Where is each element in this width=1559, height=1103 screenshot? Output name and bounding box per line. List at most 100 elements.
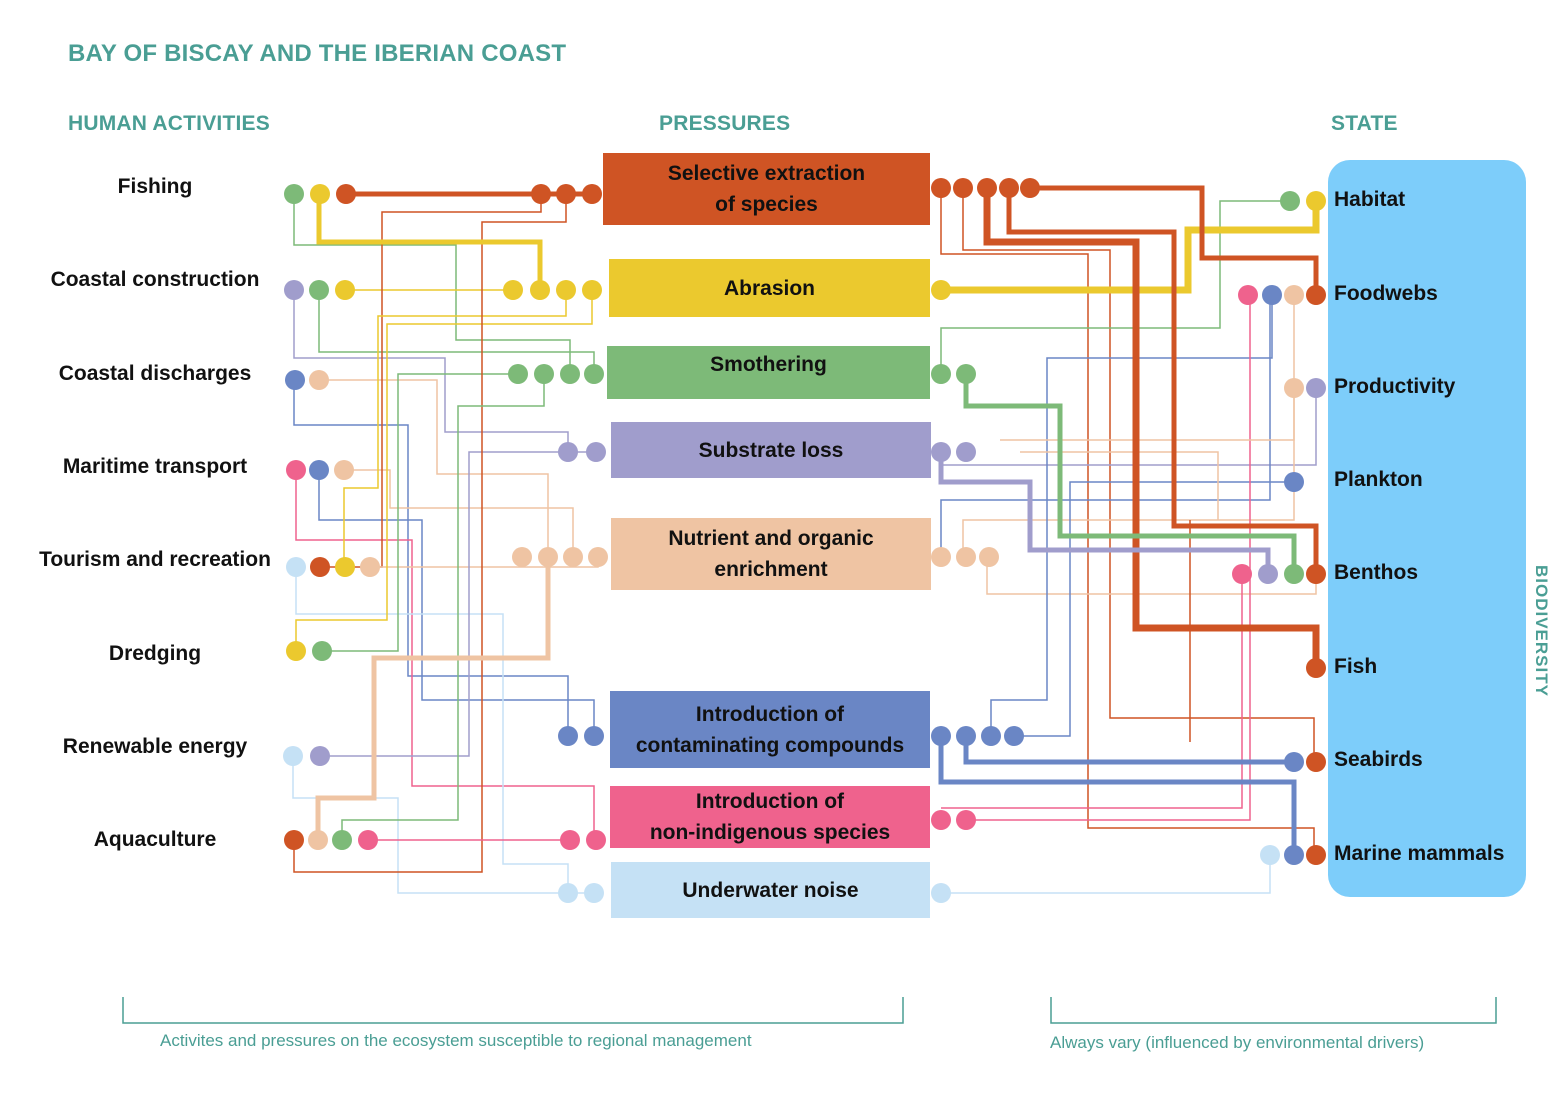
pressure-smothering: Smothering	[607, 346, 930, 399]
header-state: STATE	[1331, 112, 1398, 135]
connector-dot	[953, 178, 973, 198]
connector-dot	[1260, 845, 1280, 865]
connector-dot	[1284, 845, 1304, 865]
connector-dot	[931, 178, 951, 198]
connector-line	[940, 194, 1315, 855]
connector-dot	[558, 883, 578, 903]
connector-dot	[1284, 752, 1304, 772]
connector-dot	[310, 746, 330, 766]
state-panel	[1328, 160, 1526, 897]
pressure-abrasion: Abrasion	[609, 259, 930, 317]
connector-dot	[582, 184, 602, 204]
connector-dot	[556, 184, 576, 204]
connector-dot	[283, 746, 303, 766]
activity-coastal-construction: Coastal construction	[50, 268, 260, 291]
connector-line	[941, 574, 1243, 809]
connector-dot	[563, 547, 583, 567]
connector-thick-line	[963, 374, 1297, 574]
connector-dot	[556, 280, 576, 300]
footer-right-caption: Always vary (influenced by environmental…	[1050, 1033, 1425, 1052]
connector-thick-line	[316, 194, 543, 290]
activity-renewable-energy: Renewable energy	[62, 735, 248, 758]
connector-dot	[1284, 472, 1304, 492]
connector-dot	[530, 280, 550, 300]
connector-dot	[1306, 191, 1326, 211]
connector-dot	[538, 547, 558, 567]
connector-line	[1020, 451, 1219, 520]
connector-dot	[1284, 564, 1304, 584]
connector-dot	[1238, 285, 1258, 305]
connector-dot	[558, 726, 578, 746]
connector-dot	[284, 280, 304, 300]
connector-dot	[558, 442, 578, 462]
connector-dot	[586, 442, 606, 462]
connector-line	[990, 295, 1273, 736]
state-marine-mammals: Marine mammals	[1334, 842, 1505, 865]
connector-dot	[584, 726, 604, 746]
connector-dot	[977, 178, 997, 198]
connector-dot	[503, 280, 523, 300]
connector-line	[295, 290, 593, 651]
connector-line	[940, 295, 1271, 557]
connector-dot	[531, 184, 551, 204]
connector-dot	[1004, 726, 1024, 746]
connector-dot	[1284, 378, 1304, 398]
connector-line	[940, 388, 1317, 466]
connector-thick-line	[938, 452, 1271, 574]
connector-dot	[334, 460, 354, 480]
connector-line	[940, 200, 1290, 374]
pressure-selective-extraction: Selective extraction of species	[603, 153, 930, 225]
connector-dot	[512, 547, 532, 567]
pressure-contaminating-compounds: Introduction of contaminating compounds	[610, 691, 930, 768]
connector-line	[962, 388, 1295, 557]
connector-dot	[931, 547, 951, 567]
connector-dot	[584, 364, 604, 384]
connector-dot	[956, 547, 976, 567]
connector-dot	[584, 883, 604, 903]
connector-line	[319, 451, 596, 757]
connector-thick-line	[1030, 185, 1319, 295]
connector-dot	[1262, 285, 1282, 305]
connector-line	[295, 567, 569, 893]
connector-line	[318, 470, 595, 736]
activity-tourism-recreation: Tourism and recreation	[39, 548, 271, 571]
connector-dot	[508, 364, 528, 384]
connector-dot	[335, 557, 355, 577]
activity-dredging: Dredging	[108, 642, 202, 665]
state-productivity: Productivity	[1334, 375, 1456, 398]
connector-dot	[335, 280, 355, 300]
connector-line	[293, 380, 569, 736]
connector-dot	[336, 184, 356, 204]
biodiversity-label: BIODIVERSITY	[1532, 565, 1551, 697]
connector-line	[341, 374, 545, 840]
diagram-title: BAY OF BISCAY AND THE IBERIAN COAST	[68, 40, 567, 67]
connector-line	[344, 469, 574, 557]
connector-line	[293, 194, 567, 873]
connector-line	[343, 290, 567, 567]
connector-dot	[286, 641, 306, 661]
connector-line	[966, 295, 1251, 821]
connector-thick-line	[983, 188, 1320, 668]
bracket-left	[122, 997, 904, 1024]
connector-dot	[286, 460, 306, 480]
connector-dot	[1232, 564, 1252, 584]
state-benthos: Benthos	[1334, 561, 1418, 584]
connector-dot	[309, 280, 329, 300]
bracket-right	[1050, 997, 1497, 1024]
header-pressures: PRESSURES	[659, 112, 791, 135]
connector-dot	[310, 184, 330, 204]
activity-coastal-discharges: Coastal discharges	[58, 362, 252, 385]
connector-dot	[284, 184, 304, 204]
connector-dot	[360, 557, 380, 577]
connector-dot	[310, 557, 330, 577]
connector-dot	[332, 830, 352, 850]
connector-dot	[534, 364, 554, 384]
connector-dot	[1306, 378, 1326, 398]
connector-dot	[560, 364, 580, 384]
connector-dot	[284, 830, 304, 850]
connector-thick-line	[941, 201, 1320, 294]
connector-thick-line	[315, 557, 551, 840]
connector-line	[941, 855, 1271, 894]
connector-dot	[309, 460, 329, 480]
